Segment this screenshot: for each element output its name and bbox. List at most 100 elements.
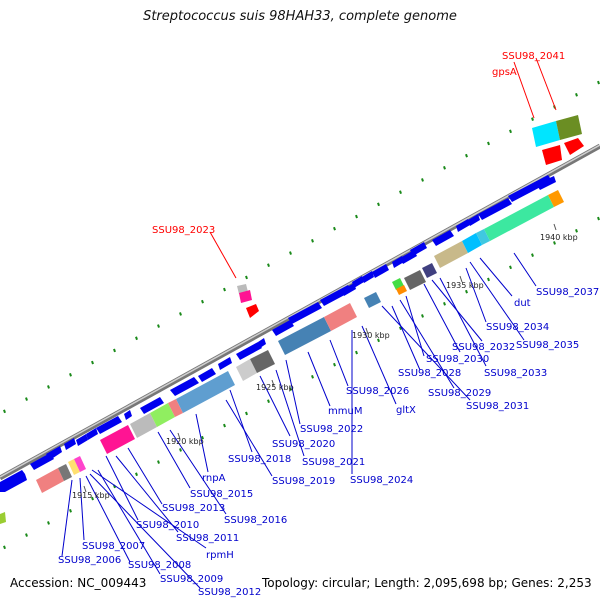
gene-label: SSU98_2020 (272, 439, 335, 450)
gene-label: SSU98_2006 (58, 555, 121, 566)
guide-dot (399, 326, 402, 330)
guide-dot (25, 533, 28, 537)
scale-ticks (83, 223, 557, 493)
gene-label: SSU98_2030 (426, 354, 489, 365)
guide-dot (223, 423, 226, 428)
guide-dot (157, 460, 160, 464)
guide-dot (465, 153, 468, 158)
gene-labels: SSU98_2041 gpsA SSU98_2023 SSU98_2037 du… (58, 51, 599, 598)
guide-dot (47, 385, 50, 389)
guide-dot (25, 397, 28, 401)
guide-dot (267, 399, 270, 404)
guide-dot (223, 287, 226, 292)
gene-label: rnpA (202, 473, 226, 484)
gene-label: SSU98_2021 (302, 457, 365, 468)
guide-dot (91, 360, 94, 365)
guide-dot (245, 275, 248, 280)
guide-dot (69, 508, 72, 513)
guide-dot (333, 226, 336, 231)
gene-label: SSU98_2031 (466, 401, 529, 412)
accession-text: Accession: NC_009443 (10, 576, 147, 590)
gene-label: SSU98_2012 (198, 587, 261, 598)
gene-label: SSU98_2029 (428, 388, 491, 399)
tick-label-1930: 1930 kbp (352, 331, 390, 340)
guide-dot (377, 338, 380, 343)
feature-blocks (0, 115, 584, 524)
guide-dot (333, 362, 336, 367)
guide-dot (575, 92, 578, 97)
gene-label: SSU98_2028 (398, 368, 461, 379)
guide-dot (509, 129, 512, 134)
guide-dot (245, 411, 248, 416)
guide-dot (179, 448, 182, 452)
guide-dot (399, 190, 402, 194)
guide-dot (597, 216, 600, 221)
guide-dot (487, 277, 490, 282)
topology-text: Topology: circular; Length: 2,095,698 bp… (262, 576, 592, 590)
guide-dot (443, 166, 446, 170)
gene-label: SSU98_2015 (190, 489, 253, 500)
tick-label-1925: 1925 kbp (256, 383, 294, 392)
guide-dot (47, 521, 50, 525)
gene-label: SSU98_2009 (160, 574, 223, 585)
gene-label: SSU98_2008 (128, 560, 191, 571)
guide-dot (575, 228, 578, 233)
gene-label: SSU98_2035 (516, 340, 579, 351)
gene-label: SSU98_2007 (82, 541, 145, 552)
gene-label: gpsA (492, 67, 517, 78)
gene-label: SSU98_2041 (502, 51, 565, 62)
guide-dot (91, 496, 94, 501)
guide-dot (355, 214, 358, 219)
gene-label: SSU98_2032 (452, 342, 515, 353)
guide-dot (597, 80, 600, 85)
gene-label: SSU98_2016 (224, 515, 287, 526)
guide-dot (465, 289, 468, 294)
guide-dot (113, 348, 116, 353)
guide-dot (421, 178, 424, 182)
tick-label-1940: 1940 kbp (540, 233, 578, 242)
guide-dot (201, 435, 204, 440)
gene-label: rpmH (206, 550, 234, 561)
guide-dot (311, 239, 314, 243)
scale-tick-labels: 1915 kbp 1920 kbp 1925 kbp 1930 kbp 1935… (72, 233, 578, 500)
guide-dot (487, 141, 490, 146)
tick-label-1915: 1915 kbp (72, 491, 110, 500)
gene-label: SSU98_2034 (486, 322, 549, 333)
guide-dot (157, 324, 160, 328)
forward-genes (0, 175, 556, 492)
guide-dot (311, 375, 314, 379)
guide-dot (553, 241, 556, 245)
guide-dot (179, 312, 182, 316)
guide-dot (135, 472, 138, 477)
gene-label: SSU98_2023 (152, 225, 215, 236)
guide-dot (443, 302, 446, 306)
guide-dot (201, 299, 204, 304)
gene-label: SSU98_2010 (136, 520, 199, 531)
gene-label: SSU98_2024 (350, 475, 413, 486)
tick-label-1920: 1920 kbp (166, 437, 204, 446)
gene-label: SSU98_2037 (536, 287, 599, 298)
guide-dot (377, 202, 380, 207)
guide-dot (135, 336, 138, 341)
gene-label: SSU98_2011 (176, 533, 239, 544)
gene-label: dut (514, 298, 531, 309)
guide-dot (289, 387, 292, 391)
guide-dot (355, 350, 358, 355)
guide-dot (421, 314, 424, 318)
guide-dot (289, 251, 292, 255)
guide-dots (3, 80, 600, 550)
gene-label: SSU98_2013 (162, 503, 225, 514)
gene-label: SSU98_2019 (272, 476, 335, 487)
map-title: Streptococcus suis 98HAH33, complete gen… (143, 9, 457, 24)
guide-dot (531, 253, 534, 257)
guide-dot (3, 409, 6, 414)
gene-label: SSU98_2033 (484, 368, 547, 379)
gene-label: gltX (396, 405, 416, 416)
gene-label: SSU98_2022 (300, 424, 363, 435)
guide-dot (267, 263, 270, 268)
guide-dot (531, 117, 534, 121)
tick-label-1935: 1935 kbp (446, 281, 484, 290)
leader-lines (61, 57, 557, 589)
